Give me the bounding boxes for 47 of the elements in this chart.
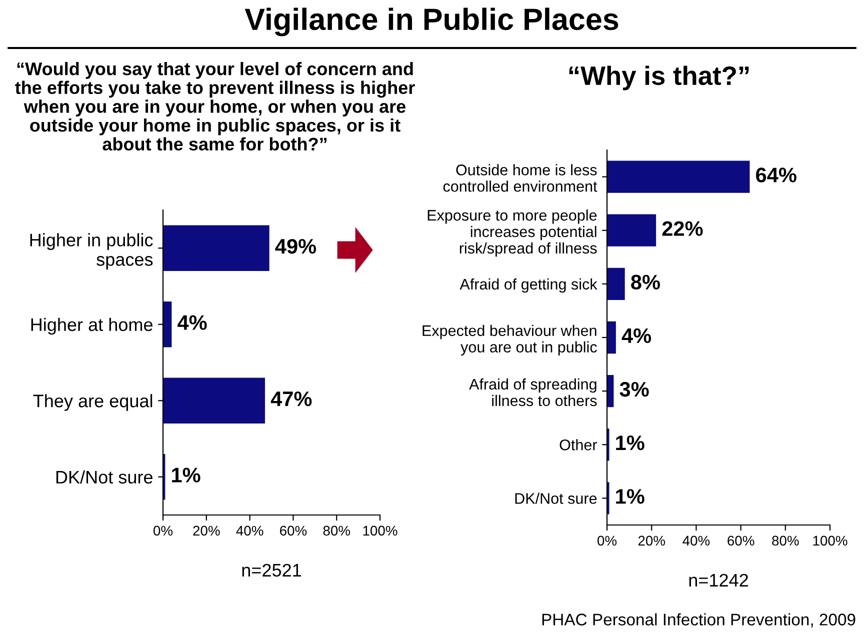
y-tick-label: Afraid of getting sick [460, 278, 598, 293]
data-label: 22% [662, 221, 703, 236]
x-tick-label: 100% [813, 536, 848, 546]
x-tick-label: 20% [638, 536, 666, 546]
chart-subtitle: “Would you say that your level of concern and the efforts you take to prevent illness is higher when you are in your home, or when you are outside your home in public spaces, or is it about the same for both?” [15, 62, 415, 151]
data-label: 1% [616, 489, 644, 504]
y-tick-label: Higher in public spaces [30, 233, 153, 270]
bar [163, 378, 265, 424]
data-label: 1% [172, 468, 200, 482]
x-tick-label: 40% [236, 526, 264, 536]
y-tick-label: Exposure to more people increases potential risk/spread of illness [428, 209, 597, 257]
x-tick-label: 40% [682, 536, 710, 546]
y-tick-label: Other [560, 439, 598, 450]
data-label: 1% [616, 436, 644, 450]
x-axis-title: n=1242 [689, 574, 748, 586]
bar [607, 268, 625, 300]
y-tick-label: DK/Not sure [56, 470, 152, 484]
y-tick-label: They are equal [33, 394, 152, 411]
data-label: 64% [756, 168, 796, 182]
x-tick-label: 0% [598, 536, 617, 546]
bar [163, 302, 172, 348]
bar [607, 321, 616, 354]
x-tick-label: 0% [154, 526, 173, 536]
text: PHAC Personal Infection Prevention, 2009 [542, 613, 856, 628]
y-tick-label: Expected behaviour when you are out in public [422, 324, 597, 356]
x-tick-label: 20% [193, 526, 220, 536]
y-tick-label: Afraid of spreading illness to others [469, 378, 597, 406]
y-tick-label: Outside home is less controlled environment [443, 164, 598, 192]
x-tick-label: 60% [728, 536, 754, 546]
x-tick-label: 100% [363, 526, 398, 536]
x-tick-label: 60% [280, 526, 307, 536]
y-tick-label: Higher at home [31, 318, 152, 335]
y-tick-label: DK/Not sure [515, 492, 597, 504]
data-label: 8% [631, 274, 660, 290]
data-label: 4% [178, 315, 207, 330]
x-tick-label: 80% [772, 536, 799, 546]
data-label: 49% [275, 238, 316, 254]
data-label: 4% [622, 328, 652, 344]
bar [607, 160, 750, 193]
data-label: 47% [270, 392, 312, 406]
x-tick-label: 80% [323, 526, 350, 536]
bar [607, 214, 656, 246]
chart-title: Vigilance in Public Places [244, 8, 618, 36]
data-label: 3% [620, 382, 649, 397]
chart-title: “Why is that?” [569, 66, 749, 90]
bar [163, 225, 270, 271]
x-axis-title: n=2521 [242, 564, 301, 577]
